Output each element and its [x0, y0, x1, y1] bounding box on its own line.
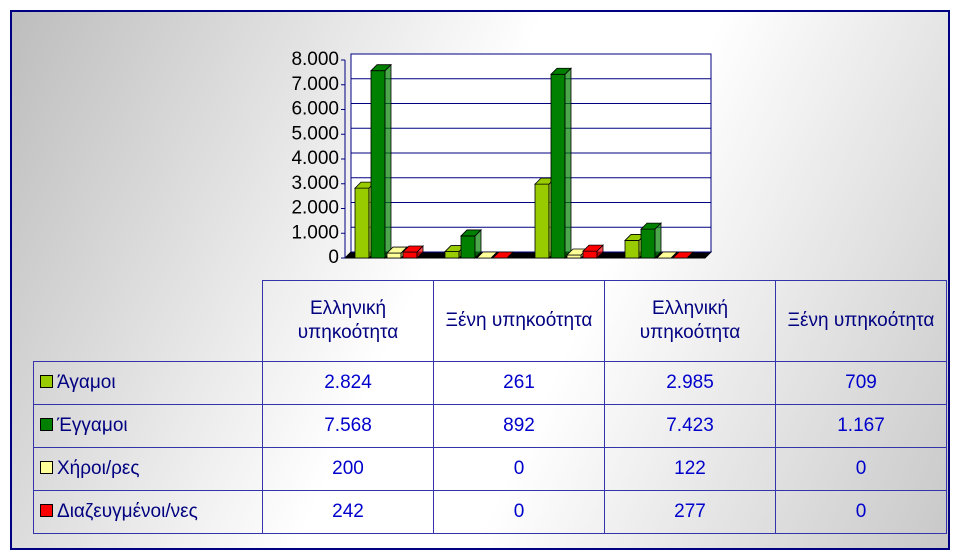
- value-cell: 122: [604, 447, 776, 491]
- value-cell: 892: [433, 404, 605, 448]
- bar-top: [656, 251, 678, 259]
- data-row: Άγαμοι 2.824 261 2.985 709: [33, 361, 947, 405]
- y-tick-label: 4.000: [291, 148, 339, 169]
- value-cell: 1.167: [775, 404, 947, 448]
- bar: [550, 73, 566, 259]
- category-header: Ελληνική υπηκοότητα: [262, 280, 434, 362]
- value-cell: 0: [433, 447, 605, 491]
- value-cell: 261: [433, 361, 605, 405]
- value-cell: 7.568: [262, 404, 434, 448]
- category-header: Ξένη υπηκοότητα: [433, 280, 605, 362]
- bar: [566, 254, 582, 259]
- bar: [386, 252, 402, 259]
- bar-top: [550, 67, 572, 75]
- value-cell: 2.985: [604, 361, 776, 405]
- value-cell: 7.423: [604, 404, 776, 448]
- data-row: Έγγαμοι 7.568 892 7.423 1.167: [33, 404, 947, 448]
- legend-label: Χήροι/ρες: [57, 458, 140, 479]
- bar-side: [564, 67, 572, 259]
- value-cell: 0: [775, 490, 947, 534]
- y-tick-label: 7.000: [291, 74, 339, 95]
- value-cell: 0: [775, 447, 947, 491]
- bar: [460, 235, 476, 259]
- legend-label: Άγαμοι: [57, 372, 116, 393]
- value-cell: 2.824: [262, 361, 434, 405]
- category-header: Ελληνική υπηκοότητα: [604, 280, 776, 362]
- bar-top: [370, 64, 392, 72]
- bar: [444, 251, 460, 259]
- y-tick-label: 6.000: [291, 99, 339, 120]
- bar-top: [492, 251, 514, 259]
- value-cell: 0: [433, 490, 605, 534]
- bar: [354, 187, 370, 259]
- y-tick-label: 1.000: [291, 222, 339, 243]
- legend-label: Έγγαμοι: [57, 415, 128, 436]
- value-cell: 277: [604, 490, 776, 534]
- bar-top: [672, 251, 694, 259]
- bar-side: [384, 63, 392, 259]
- bar: [402, 251, 418, 259]
- value-cell: 200: [262, 447, 434, 491]
- bar: [534, 183, 550, 259]
- legend-swatch: [40, 504, 53, 517]
- header-row: Ελληνική υπηκοότητα Ξένη υπηκοότητα Ελληνι…: [34, 280, 947, 362]
- legend-label: Διαζευγμένοι/νες: [57, 501, 198, 522]
- bar-top: [402, 245, 424, 253]
- bar-top: [386, 246, 408, 254]
- series-name-cell: Διαζευγμένοι/νες: [33, 490, 263, 534]
- series-name-cell: Χήροι/ρες: [33, 447, 263, 491]
- bar-top: [582, 244, 604, 252]
- bar-top: [640, 222, 662, 230]
- y-tick-label: 2.000: [291, 198, 339, 219]
- bar: [624, 240, 640, 259]
- series-name-cell: Έγγαμοι: [33, 404, 263, 448]
- blank-cell: [34, 281, 263, 362]
- legend-swatch: [40, 461, 53, 474]
- bar: [582, 250, 598, 259]
- y-tick-label: 0: [328, 247, 339, 268]
- bar-top: [476, 251, 498, 259]
- y-tick-label: 3.000: [291, 173, 339, 194]
- legend-swatch: [40, 375, 53, 388]
- bar: [640, 228, 656, 259]
- legend-swatch: [40, 418, 53, 431]
- y-tick-label: 8.000: [291, 49, 339, 70]
- data-table: Ελληνική υπηκοότητα Ξένη υπηκοότητα Ελληνι…: [33, 280, 947, 534]
- value-cell: 709: [775, 361, 947, 405]
- data-row: Χήροι/ρες 200 0 122 0: [33, 447, 947, 491]
- category-header: Ξένη υπηκοότητα: [775, 280, 947, 362]
- y-tick-label: 5.000: [291, 123, 339, 144]
- series-name-cell: Άγαμοι: [33, 361, 263, 405]
- data-row: Διαζευγμένοι/νες 242 0 277 0: [33, 490, 947, 534]
- bar: [370, 70, 386, 259]
- value-cell: 242: [262, 490, 434, 534]
- bar-top: [460, 229, 482, 237]
